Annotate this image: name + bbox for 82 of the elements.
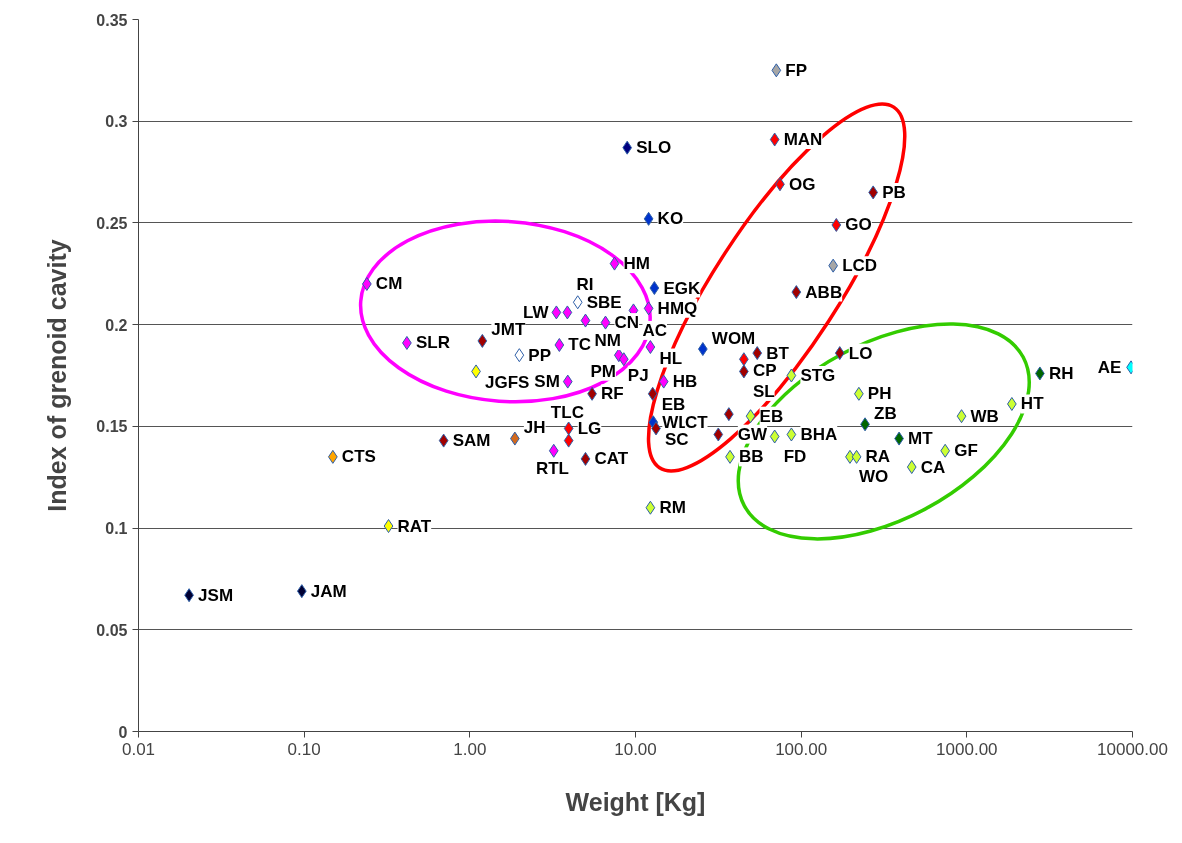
y-tick-label: 0.3: [105, 113, 128, 131]
annotation: NM: [594, 331, 621, 351]
annotation: JGFS: [485, 372, 530, 392]
annotation: RI: [576, 274, 594, 294]
annotation: SAM: [452, 431, 491, 451]
annotation: LO: [848, 343, 873, 363]
x-tick-label: 0.01: [121, 739, 156, 759]
annotation: SC: [665, 429, 689, 449]
annotation: LCD: [842, 256, 878, 276]
annotation: GF: [954, 441, 978, 461]
annotation: SLO: [636, 138, 672, 158]
annotation: AC: [642, 320, 668, 340]
annotation: MAN: [783, 130, 823, 150]
annotation: LG: [577, 418, 602, 438]
annotation: RTL: [535, 459, 569, 479]
annotation: GO: [845, 215, 872, 235]
annotation: RH: [1048, 363, 1074, 383]
annotation: AE: [1097, 357, 1122, 377]
annotation: ZB: [874, 403, 897, 423]
x-axis-title: Weight [Kg]: [565, 787, 706, 816]
annotation: BHA: [800, 424, 838, 444]
annotation: GW: [737, 424, 769, 444]
annotation: HL: [659, 348, 683, 368]
annotation: MT: [908, 429, 934, 449]
annotation: FD: [783, 447, 807, 467]
annotation: TLC: [550, 403, 584, 423]
annotation: JMT: [491, 320, 526, 340]
x-tick-label: 10000.00: [1097, 739, 1168, 759]
annotation: HM: [623, 254, 650, 274]
annotation: WO: [858, 467, 889, 487]
y-tick-label: 0.15: [96, 418, 128, 436]
annotation: CTS: [341, 447, 376, 467]
annotation: FP: [785, 60, 808, 80]
annotation: OG: [788, 174, 816, 194]
annotation: PP: [528, 345, 552, 365]
annotation: EB: [759, 406, 784, 426]
annotation: RF: [601, 384, 624, 404]
annotation: HT: [1020, 394, 1045, 414]
annotation: STG: [800, 366, 836, 385]
x-tick-label: 1000.00: [936, 739, 998, 759]
y-tick-label: 0.2: [105, 316, 128, 334]
y-axis-title: Index of grenoid cavity: [43, 239, 72, 512]
annotation: SLR: [415, 333, 450, 353]
annotation: TC: [568, 335, 592, 355]
annotation: CM: [375, 274, 403, 294]
annotation: KO: [657, 209, 684, 229]
y-tick-label: 0.25: [96, 214, 128, 232]
annotation: SL: [752, 381, 775, 401]
y-tick-label: 0.05: [96, 621, 128, 639]
annotation: CN: [614, 313, 640, 333]
annotation: LW: [522, 302, 550, 322]
annotation: EB: [661, 395, 686, 415]
annotation: WB: [970, 406, 999, 426]
annotation: PH: [867, 384, 892, 404]
annotation: CP: [752, 360, 777, 380]
x-tick-label: 0.10: [287, 739, 321, 759]
annotation: PM: [590, 361, 616, 381]
annotation: RM: [659, 498, 686, 518]
annotation: JSM: [198, 585, 234, 605]
annotation: RA: [865, 447, 891, 467]
annotation: HB: [672, 372, 698, 392]
annotation: PB: [882, 182, 906, 202]
x-tick-label: 1.00: [453, 739, 487, 759]
annotation: JH: [523, 418, 546, 438]
annotation: SBE: [586, 292, 622, 312]
y-tick-label: 0.1: [105, 520, 128, 538]
x-tick-label: 100.00: [775, 739, 828, 759]
x-tick-label: 10.00: [614, 739, 657, 759]
annotation: RAT: [397, 516, 432, 536]
annotation: BB: [739, 447, 764, 467]
y-tick-label: 0.35: [96, 11, 128, 29]
annotation: ABB: [805, 282, 843, 302]
y-tick-label: 0: [118, 723, 128, 741]
annotation: PJ: [627, 365, 649, 385]
annotation: CAT: [594, 449, 629, 469]
annotation: SM: [534, 372, 560, 392]
annotation: EGK: [663, 278, 701, 298]
annotation: CA: [920, 457, 946, 477]
annotation: WOM: [711, 328, 756, 348]
annotation: HMQ: [657, 298, 698, 318]
annotation: JAM: [310, 581, 347, 601]
annotation: BT: [766, 343, 790, 363]
